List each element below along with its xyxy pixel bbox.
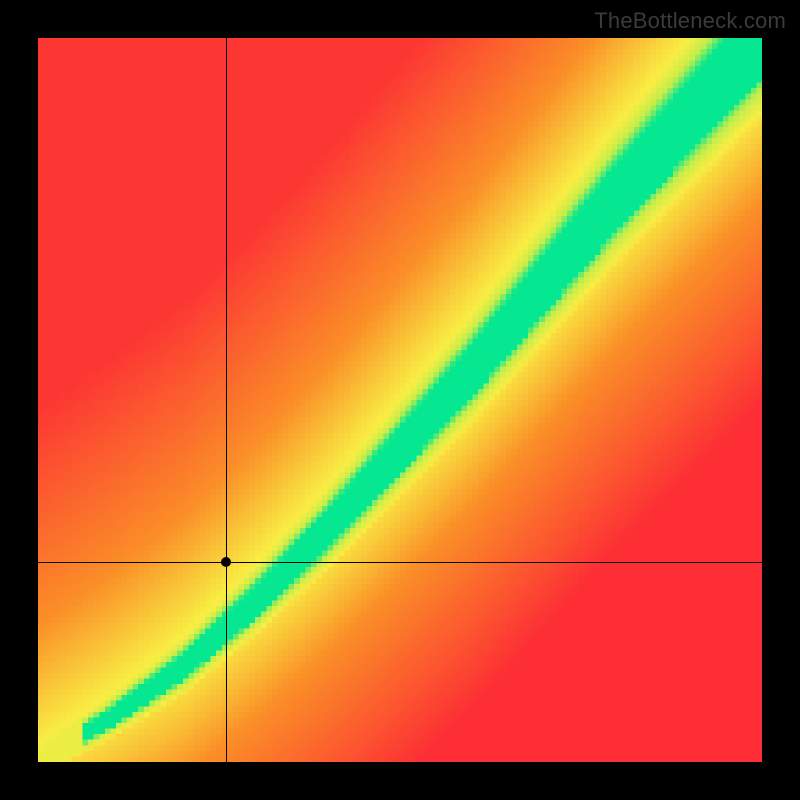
watermark-text: TheBottleneck.com [594, 8, 786, 34]
crosshair-marker [221, 557, 231, 567]
crosshair-vertical [226, 38, 227, 762]
heatmap-plot-area [38, 38, 762, 762]
crosshair-horizontal [38, 562, 762, 563]
heatmap-canvas [38, 38, 762, 762]
